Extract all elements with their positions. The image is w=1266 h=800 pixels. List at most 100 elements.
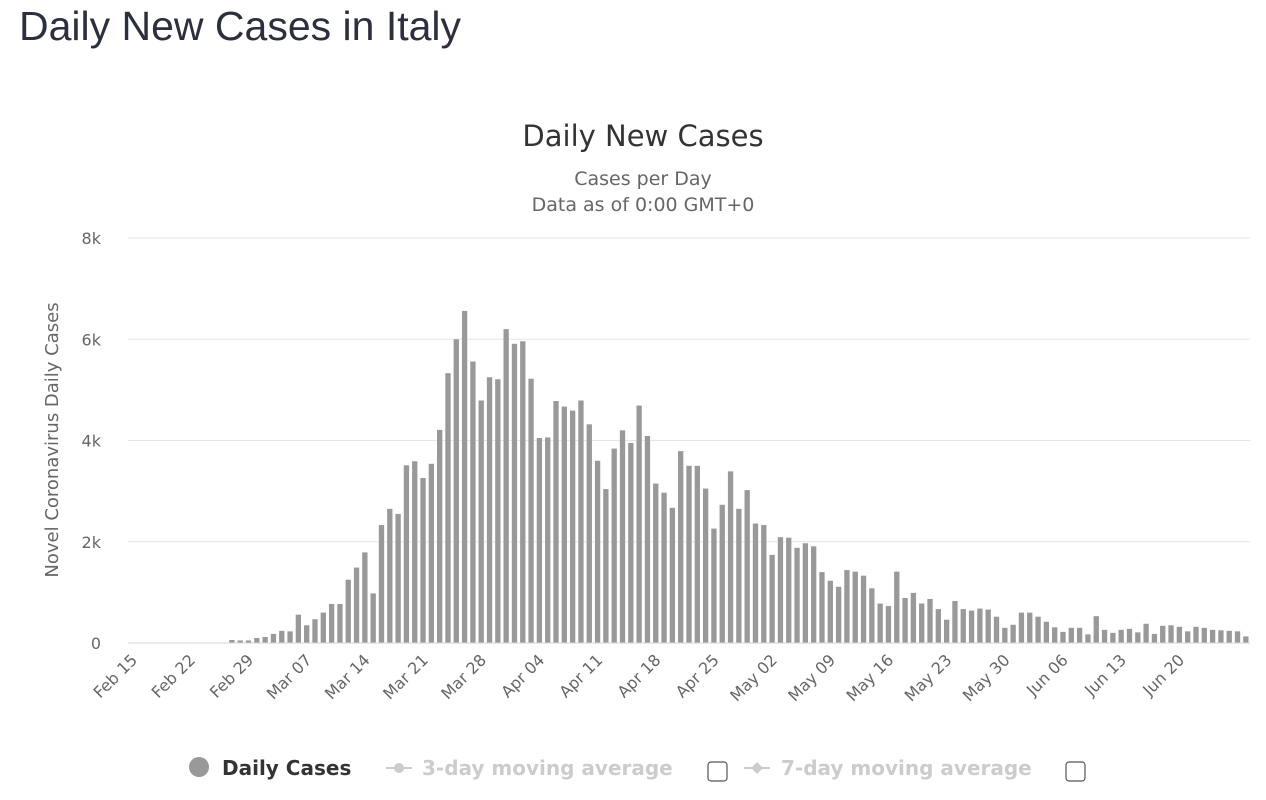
bar[interactable] <box>578 400 584 643</box>
bar[interactable] <box>636 405 642 643</box>
bar[interactable] <box>1185 631 1191 643</box>
bar[interactable] <box>852 571 858 643</box>
bar[interactable] <box>844 570 850 643</box>
bar[interactable] <box>1160 625 1166 643</box>
bar[interactable] <box>1110 632 1116 643</box>
bar[interactable] <box>412 461 418 643</box>
legend-item-7-day-average[interactable]: 7-day moving average <box>744 756 1032 780</box>
bar[interactable] <box>1243 636 1249 643</box>
bar[interactable] <box>894 571 900 643</box>
bar[interactable] <box>1126 628 1133 643</box>
bar[interactable] <box>1201 627 1207 643</box>
bar[interactable] <box>528 378 534 643</box>
bar[interactable] <box>503 329 509 643</box>
bar[interactable] <box>860 575 867 643</box>
bar[interactable] <box>470 361 476 643</box>
bar[interactable] <box>1143 623 1149 643</box>
bar[interactable] <box>952 600 958 643</box>
legend-item-daily-cases[interactable]: Daily Cases <box>189 756 351 780</box>
bar[interactable] <box>1226 630 1232 643</box>
bar[interactable] <box>378 525 385 643</box>
bar[interactable] <box>229 639 235 643</box>
bar[interactable] <box>943 619 950 643</box>
bar[interactable] <box>611 448 617 643</box>
bar[interactable] <box>1135 632 1141 643</box>
bar[interactable] <box>320 612 326 643</box>
bar[interactable] <box>1060 631 1066 643</box>
bar[interactable] <box>1151 633 1158 643</box>
checkbox-7-day-average[interactable] <box>1065 761 1086 782</box>
bar[interactable] <box>545 437 551 643</box>
bar[interactable] <box>885 606 892 643</box>
bar[interactable] <box>437 429 443 643</box>
bar[interactable] <box>478 400 484 643</box>
bar[interactable] <box>345 579 351 643</box>
bar[interactable] <box>977 608 983 643</box>
bar[interactable] <box>744 490 750 643</box>
bar[interactable] <box>711 528 717 643</box>
bar[interactable] <box>811 546 817 643</box>
bar[interactable] <box>420 477 426 643</box>
bar[interactable] <box>694 465 700 643</box>
bar[interactable] <box>736 508 742 643</box>
bar[interactable] <box>1052 627 1058 643</box>
bar[interactable] <box>1010 624 1016 643</box>
bar[interactable] <box>254 637 260 643</box>
bar[interactable] <box>328 604 335 643</box>
bar[interactable] <box>295 614 302 643</box>
bar[interactable] <box>653 483 659 643</box>
bar[interactable] <box>603 489 609 643</box>
bar[interactable] <box>669 507 676 643</box>
bar[interactable] <box>819 572 825 643</box>
bar[interactable] <box>1234 631 1241 643</box>
bar[interactable] <box>486 377 493 643</box>
bar[interactable] <box>786 537 792 643</box>
bar[interactable] <box>1018 612 1025 643</box>
bar[interactable] <box>1085 634 1091 643</box>
bar[interactable] <box>910 592 917 643</box>
bar[interactable] <box>827 580 833 643</box>
bar[interactable] <box>686 465 692 643</box>
bar[interactable] <box>1068 627 1074 643</box>
bar[interactable] <box>1118 629 1124 643</box>
bar[interactable] <box>678 451 684 643</box>
bar[interactable] <box>919 603 925 643</box>
bar[interactable] <box>993 616 1000 643</box>
bar[interactable] <box>960 609 966 643</box>
bar[interactable] <box>985 609 991 643</box>
checkbox-3-day-average[interactable] <box>707 761 728 782</box>
bar[interactable] <box>353 567 360 643</box>
bar[interactable] <box>1027 612 1033 643</box>
bar[interactable] <box>902 597 908 643</box>
bar[interactable] <box>453 339 459 643</box>
bar[interactable] <box>1002 627 1008 643</box>
bar[interactable] <box>428 463 435 643</box>
bar[interactable] <box>370 593 376 643</box>
bar[interactable] <box>661 492 667 643</box>
bar[interactable] <box>1043 621 1050 643</box>
bar[interactable] <box>644 435 651 643</box>
bar[interactable] <box>769 554 775 643</box>
bar[interactable] <box>1168 625 1174 643</box>
bar[interactable] <box>1176 626 1183 643</box>
bar[interactable] <box>511 343 518 643</box>
bar[interactable] <box>495 379 501 643</box>
bar[interactable] <box>270 633 277 643</box>
bar[interactable] <box>869 588 875 643</box>
bar[interactable] <box>445 373 451 643</box>
bar[interactable] <box>777 537 784 643</box>
bar[interactable] <box>279 630 285 643</box>
legend-item-3-day-average[interactable]: 3-day moving average <box>386 756 673 780</box>
bar[interactable] <box>395 513 401 643</box>
bar[interactable] <box>245 640 252 643</box>
bar[interactable] <box>536 437 543 643</box>
bar[interactable] <box>337 604 343 643</box>
bar[interactable] <box>1093 616 1099 643</box>
bar[interactable] <box>1035 616 1041 643</box>
bar[interactable] <box>927 598 933 643</box>
bar[interactable] <box>727 471 734 643</box>
bar[interactable] <box>877 603 883 643</box>
bar[interactable] <box>461 310 468 643</box>
bar[interactable] <box>304 625 310 643</box>
bar[interactable] <box>761 525 767 643</box>
